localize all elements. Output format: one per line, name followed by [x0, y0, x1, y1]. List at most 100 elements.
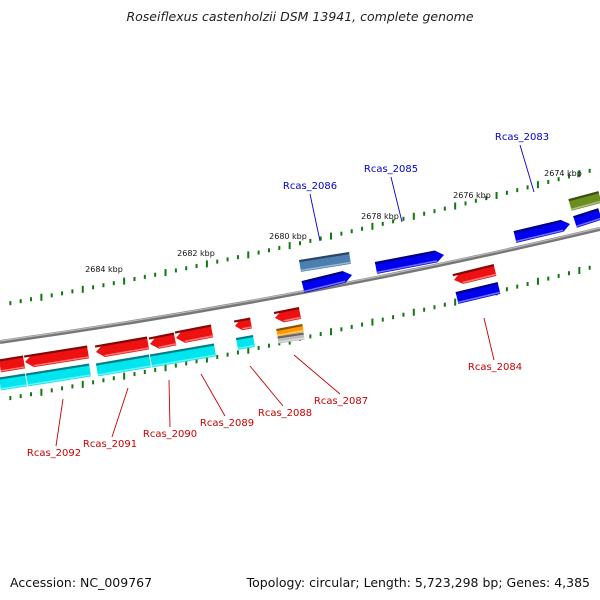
gene-label-rcas_2087: Rcas_2087 [314, 396, 368, 407]
tick-mark-inner [81, 380, 84, 388]
feature-rcas-2086b [301, 270, 352, 293]
tick-mark-outer [361, 226, 364, 231]
tick-mark-inner [392, 315, 395, 320]
feature-rcas-2084a-body [454, 264, 497, 284]
tick-mark-inner [412, 308, 415, 316]
tick-mark-outer [371, 222, 374, 230]
tick-mark-inner [61, 386, 64, 391]
tick-mark-outer [578, 170, 581, 178]
feature-rcas-2085 [374, 250, 444, 274]
feature-olive-2082 [568, 191, 600, 211]
feature-blue-2082-highlight [576, 217, 600, 228]
label-leaders [55, 144, 535, 447]
feature-rcas-2091a-highlight [104, 347, 149, 357]
tick-mark-outer [174, 268, 177, 273]
label-texts: 2674 kbp 2676 kbp 2678 kbp 2680 kbp 2682 kbp… [27, 132, 582, 459]
feature-rcas-2083-body [513, 220, 570, 243]
tick-mark-inner [361, 322, 364, 327]
tick-mark-outer [433, 209, 436, 214]
tick-mark-outer [102, 283, 105, 288]
gene-label-rcas_2085: Rcas_2085 [364, 164, 418, 175]
tick-mark-inner [588, 265, 591, 270]
tick-mark-inner [164, 364, 167, 372]
gene-label-rcas_2083: Rcas_2083 [495, 132, 549, 143]
feature-rcas-2090a-highlight [158, 343, 177, 349]
tick-mark-inner [174, 363, 177, 368]
tick-mark-outer [278, 245, 281, 250]
tick-mark-inner [578, 266, 581, 274]
tick-mark-inner [319, 332, 322, 337]
tick-mark-outer [154, 272, 157, 277]
leader-rcas_2083 [519, 144, 535, 193]
tick-mark-inner [236, 350, 239, 355]
tick-mark-outer [474, 198, 477, 203]
gene-label-rcas_2084: Rcas_2084 [468, 362, 522, 373]
tick-mark-inner [112, 376, 115, 381]
feature-rcas-2090b-body [149, 343, 217, 368]
genome-backbone [0, 227, 600, 344]
feature-rcas-2092a-highlight [33, 356, 89, 367]
feature-rcas-2092b-highlight [27, 374, 91, 386]
feature-cyan-2093-shadow [0, 373, 26, 380]
feature-rcas-2092b [25, 363, 92, 387]
feature-rcas-2084b-body [455, 282, 501, 304]
tick-label-2684: 2684 kbp [85, 265, 123, 274]
gene-label-rcas_2086: Rcas_2086 [283, 181, 337, 192]
tick-mark-outer [412, 212, 415, 220]
tick-mark-outer [267, 248, 270, 253]
tick-mark-inner [247, 346, 250, 354]
tick-mark-outer [505, 190, 508, 195]
tick-mark-outer [257, 250, 260, 255]
feature-olive-2082-shadow [568, 191, 599, 202]
tick-mark-outer [557, 177, 560, 182]
tick-mark-outer [381, 221, 384, 226]
tick-mark-outer [226, 257, 229, 262]
feature-rcas-2083-highlight [515, 229, 564, 243]
backbone-line [0, 227, 600, 344]
feature-rcas-2090a-shadow [148, 332, 175, 340]
feature-rcas-2087b-highlight [277, 329, 304, 337]
accession-text: Accession: NC_009767 [10, 575, 153, 590]
tick-mark-outer [299, 241, 301, 246]
tick-mark-inner [195, 359, 198, 364]
tick-mark-inner [30, 392, 33, 397]
tick-mark-outer [319, 236, 322, 241]
feature-rcas-2090b-highlight [151, 354, 216, 367]
feature-rcas-2088b [235, 334, 256, 350]
feature-red-2093-highlight [0, 366, 25, 372]
tick-mark-outer [195, 264, 198, 269]
feature-rcas-2083-shadow [513, 219, 562, 234]
feature-rcas-2091b [95, 354, 152, 377]
gene-label-rcas_2091: Rcas_2091 [83, 439, 137, 450]
tick-mark-outer [547, 179, 550, 184]
feature-rcas-2089a-highlight [184, 335, 214, 343]
tick-mark-outer [9, 301, 12, 306]
tick-mark-inner [92, 380, 95, 385]
feature-rcas-2091a-body [96, 336, 150, 358]
tick-mark-inner [257, 345, 260, 350]
tick-mark-inner [505, 287, 508, 292]
tick-mark-outer [185, 266, 188, 271]
tick-mark-inner [71, 384, 74, 389]
tick-mark-inner [123, 372, 126, 380]
leader-rcas_2085 [390, 176, 403, 223]
tick-mark-outer [123, 277, 126, 285]
tick-mark-inner [454, 298, 457, 306]
tick-mark-outer [247, 251, 250, 259]
tick-mark-inner [102, 378, 105, 383]
feature-blue-2082-shadow [573, 208, 599, 219]
tick-mark-outer [19, 299, 22, 304]
gene-label-rcas_2090: Rcas_2090 [143, 429, 197, 440]
feature-rcas-2088a-shadow [233, 317, 251, 323]
tick-mark-outer [423, 211, 426, 216]
tick-mark-outer [81, 285, 84, 293]
tick-mark-outer [133, 276, 136, 281]
leader-rcas_2089 [200, 373, 226, 417]
tick-mark-inner [154, 367, 157, 372]
tick-mark-outer [536, 181, 539, 189]
tick-mark-inner [536, 277, 539, 285]
feature-olive-2082-body [568, 191, 600, 211]
tick-mark-outer [309, 238, 312, 243]
feature-rcas-2092a-shadow [23, 345, 88, 358]
